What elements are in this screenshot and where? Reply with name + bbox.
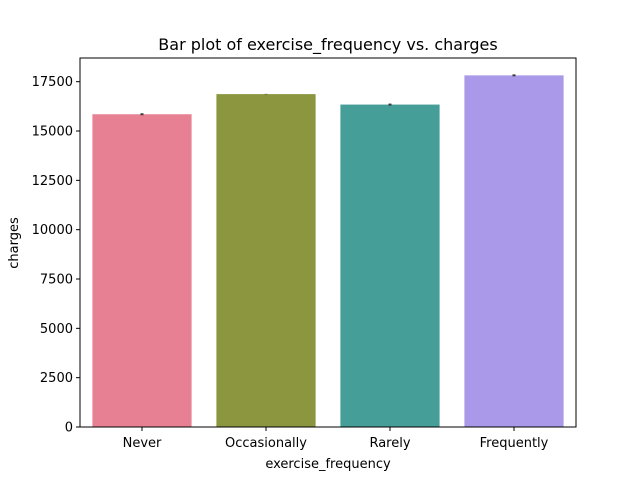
plot-frame bbox=[79, 57, 577, 428]
bar-occasionally bbox=[216, 94, 316, 428]
x-tick-label: Rarely bbox=[369, 436, 410, 451]
x-axis: Never Occasionally Rarely Frequently bbox=[123, 427, 549, 451]
bar-never bbox=[92, 114, 192, 427]
bar-rarely bbox=[340, 104, 440, 428]
y-axis-label: charges bbox=[7, 217, 22, 269]
y-tick-label: 7500 bbox=[40, 273, 73, 288]
y-tick-label: 10000 bbox=[32, 223, 73, 238]
y-tick-label: 17500 bbox=[32, 75, 73, 90]
x-tick-label: Frequently bbox=[480, 436, 549, 451]
y-tick-label: 12500 bbox=[32, 174, 73, 189]
bar-frequently bbox=[464, 75, 564, 427]
y-tick-label: 0 bbox=[65, 421, 73, 436]
chart-title: Bar plot of exercise_frequency vs. charg… bbox=[158, 35, 497, 55]
error-bars-layer bbox=[140, 74, 516, 116]
bars-layer bbox=[92, 75, 564, 428]
x-axis-label: exercise_frequency bbox=[265, 457, 391, 472]
x-tick-label: Never bbox=[123, 436, 162, 451]
y-tick-label: 5000 bbox=[40, 322, 73, 337]
y-tick-label: 15000 bbox=[32, 125, 73, 140]
y-tick-label: 2500 bbox=[40, 371, 73, 386]
y-axis: 0 2500 5000 7500 10000 12500 15000 17500 bbox=[32, 75, 80, 436]
x-tick-label: Occasionally bbox=[225, 436, 307, 451]
